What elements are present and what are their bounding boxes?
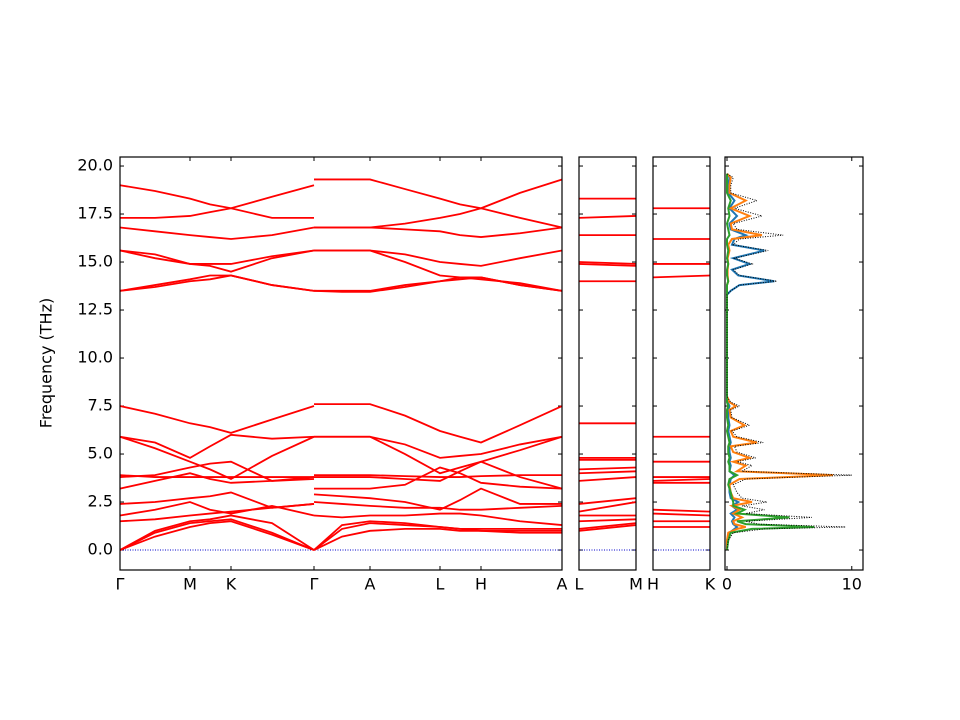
x-tick-label: Γ: [310, 575, 319, 594]
band: [578, 466, 637, 471]
y-tick-label: 20.0: [77, 156, 113, 175]
band: [652, 274, 711, 279]
band: [119, 503, 563, 526]
x-tick-label: L: [575, 575, 584, 594]
dos-line: [726, 173, 852, 551]
band: [119, 520, 562, 551]
x-tick-label: K: [705, 575, 716, 594]
band: [119, 435, 563, 480]
band: [119, 226, 563, 240]
band: [652, 512, 711, 517]
band: [578, 263, 637, 267]
band: [119, 466, 563, 490]
band: [578, 476, 637, 482]
band: [119, 178, 563, 210]
y-tick-label: 7.5: [88, 396, 113, 415]
y-tick-label: 17.5: [77, 204, 113, 223]
band: [578, 497, 637, 505]
band: [119, 474, 562, 478]
band: [119, 501, 563, 517]
band: [119, 487, 562, 511]
x-tick-label: 0: [722, 575, 732, 594]
dos-line: [725, 173, 815, 551]
band: [119, 514, 562, 551]
band: [652, 508, 711, 513]
x-tick-label: K: [226, 575, 237, 594]
band: [578, 215, 637, 219]
band: [119, 274, 563, 292]
x-tick-label: H: [647, 575, 659, 594]
y-tick-label: 0.0: [88, 540, 113, 559]
x-tick-label: Γ: [116, 575, 125, 594]
x-tick-label: M: [183, 575, 197, 594]
y-tick-label: 12.5: [77, 300, 113, 319]
band: [119, 518, 562, 551]
band: [578, 524, 637, 532]
x-tick-label: M: [629, 575, 643, 594]
panel-frame: [119, 156, 563, 571]
band: [119, 433, 563, 459]
panel-frame: [724, 156, 864, 571]
dos-line: [726, 173, 775, 551]
panel-frame: [652, 156, 711, 571]
y-tick-label: 2.5: [88, 492, 113, 511]
y-tick-label: 15.0: [77, 252, 113, 271]
panel-frame: [578, 156, 637, 571]
band: [578, 522, 637, 530]
band: [578, 518, 637, 523]
band: [652, 478, 711, 482]
band: [578, 501, 637, 513]
band: [120, 207, 563, 229]
x-tick-label: A: [557, 575, 568, 594]
y-tick-label: 10.0: [77, 348, 113, 367]
y-tick-label: 5.0: [88, 444, 113, 463]
band: [119, 274, 563, 293]
x-tick-label: H: [475, 575, 487, 594]
band: [119, 403, 563, 444]
y-axis-label: Frequency (THz): [37, 298, 56, 428]
band: [578, 470, 637, 475]
dos-line: [726, 173, 834, 551]
band: [578, 261, 637, 265]
x-tick-label: 10: [842, 575, 862, 594]
x-tick-label: L: [436, 575, 445, 594]
x-tick-label: A: [365, 575, 376, 594]
band: [119, 249, 563, 292]
